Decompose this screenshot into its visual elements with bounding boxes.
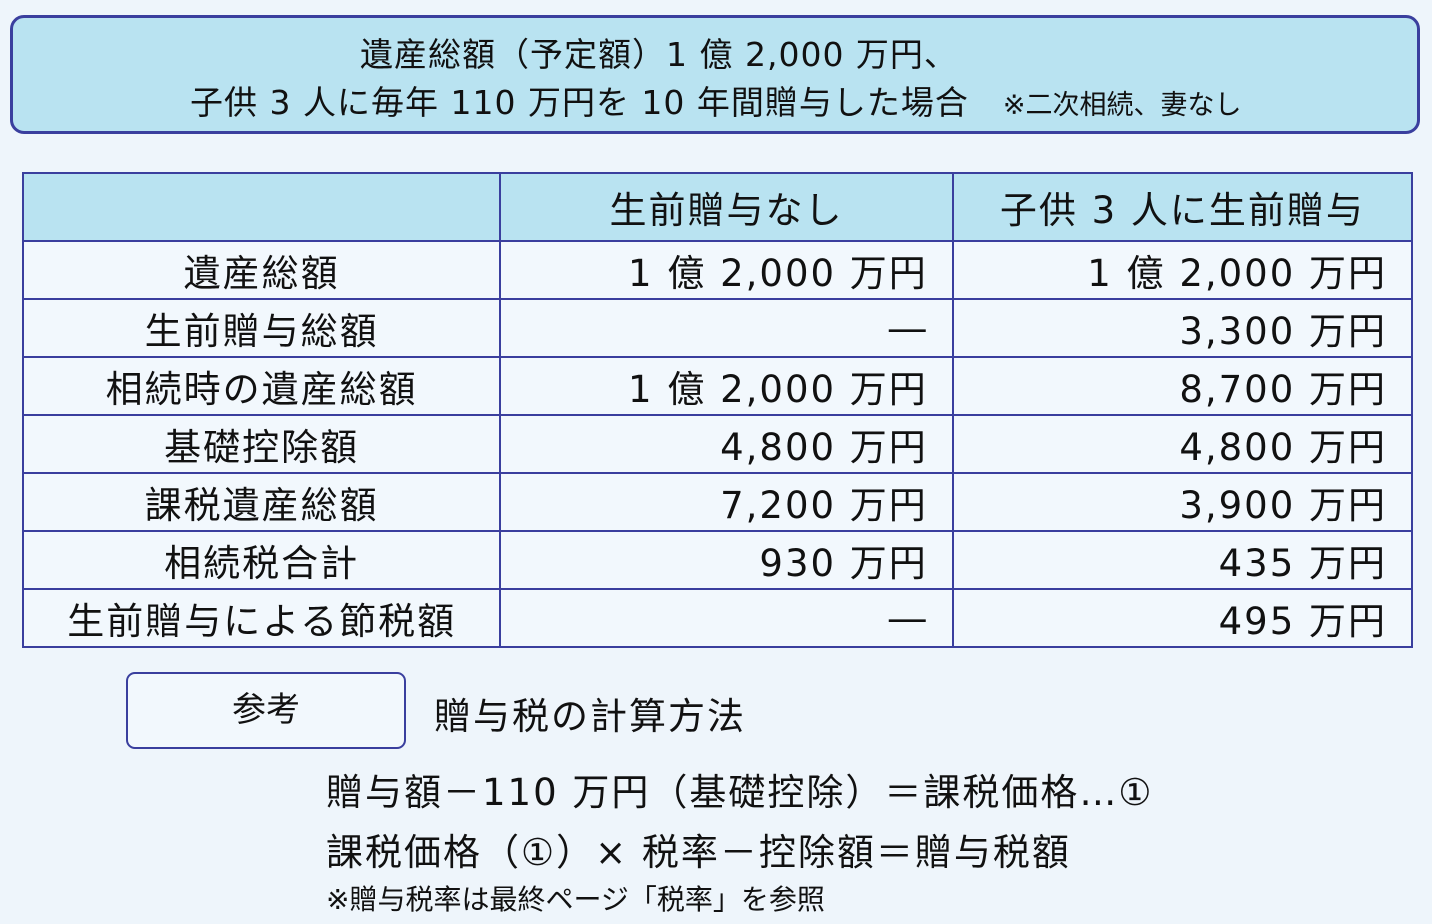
reference-title: 贈与税の計算方法 xyxy=(434,695,746,738)
cell-with-gift: 1 億 2,000 万円 xyxy=(951,240,1414,300)
cell-no-gift: 4,800 万円 xyxy=(499,414,954,474)
table-row: 相続時の遺産総額 1 億 2,000 万円 8,700 万円 xyxy=(21,356,1414,416)
cell-with-gift: 3,900 万円 xyxy=(951,472,1414,532)
cell-no-gift: 7,200 万円 xyxy=(499,472,954,532)
title-line-1: 遺産総額（予定額）1 億 2,000 万円、 xyxy=(360,35,958,74)
table-row: 生前贈与による節税額 ― 495 万円 xyxy=(21,588,1414,648)
row-label: 基礎控除額 xyxy=(21,414,502,474)
formula-2: 課税価格（①）× 税率－控除額＝贈与税額 xyxy=(326,831,1071,874)
table-row: 課税遺産総額 7,200 万円 3,900 万円 xyxy=(21,472,1414,532)
title-line-2: 子供 3 人に毎年 110 万円を 10 年間贈与した場合 ※二次相続、妻なし xyxy=(190,76,1242,124)
table-row: 生前贈与総額 ― 3,300 万円 xyxy=(21,298,1414,358)
table-row: 遺産総額 1 億 2,000 万円 1 億 2,000 万円 xyxy=(21,240,1414,300)
header-cell xyxy=(21,172,502,242)
cell-no-gift: 1 億 2,000 万円 xyxy=(499,356,954,416)
row-label: 遺産総額 xyxy=(21,240,502,300)
cell-no-gift: ― xyxy=(499,298,954,358)
title-line-2-text: 子供 3 人に毎年 110 万円を 10 年間贈与した場合 xyxy=(190,83,969,122)
table-header-row: 生前贈与なし 子供 3 人に生前贈与 xyxy=(21,172,1414,242)
table-row: 相続税合計 930 万円 435 万円 xyxy=(21,530,1414,590)
header-cell: 子供 3 人に生前贈与 xyxy=(951,172,1414,242)
title-note: ※二次相続、妻なし xyxy=(1002,90,1242,121)
header-cell: 生前贈与なし xyxy=(499,172,954,242)
cell-with-gift: 435 万円 xyxy=(951,530,1414,590)
cell-with-gift: 4,800 万円 xyxy=(951,414,1414,474)
cell-with-gift: 8,700 万円 xyxy=(951,356,1414,416)
row-label: 生前贈与総額 xyxy=(21,298,502,358)
row-label: 課税遺産総額 xyxy=(21,472,502,532)
reference-note: ※贈与税率は最終ページ「税率」を参照 xyxy=(326,883,825,916)
comparison-table: 生前贈与なし 子供 3 人に生前贈与 遺産総額 1 億 2,000 万円 1 億 2… xyxy=(21,172,1414,648)
row-label: 相続時の遺産総額 xyxy=(21,356,502,416)
cell-with-gift: 495 万円 xyxy=(951,588,1414,648)
cell-with-gift: 3,300 万円 xyxy=(951,298,1414,358)
cell-no-gift: ― xyxy=(499,588,954,648)
reference-badge: 参考 xyxy=(126,672,406,749)
row-label: 生前贈与による節税額 xyxy=(21,588,502,648)
table-row: 基礎控除額 4,800 万円 4,800 万円 xyxy=(21,414,1414,474)
cell-no-gift: 930 万円 xyxy=(499,530,954,590)
cell-no-gift: 1 億 2,000 万円 xyxy=(499,240,954,300)
formula-1: 贈与額－110 万円（基礎控除）＝課税価格…① xyxy=(326,771,1154,814)
title-box xyxy=(10,15,1420,134)
row-label: 相続税合計 xyxy=(21,530,502,590)
